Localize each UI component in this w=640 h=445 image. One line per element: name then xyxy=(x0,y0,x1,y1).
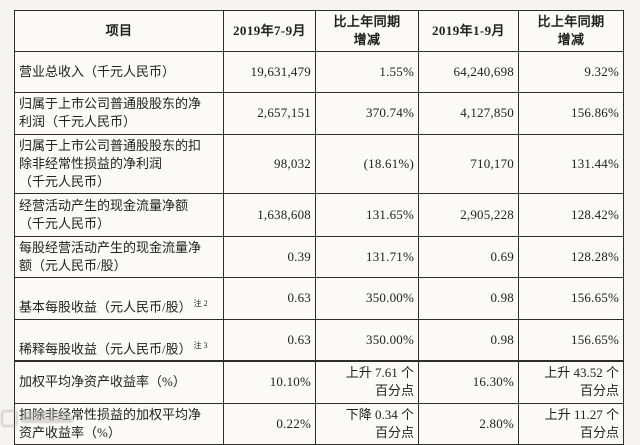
change-q3: 350.00% xyxy=(315,276,419,320)
row-label: 稀释每股收益（元人民币/股）注 3 xyxy=(14,318,224,362)
change-ytd: 156.86% xyxy=(518,91,624,135)
row-label: 归属于上市公司普通股股东的净 利润（千元人民币） xyxy=(14,91,224,135)
header-q3-change: 比上年同期 增减 xyxy=(315,10,419,52)
financial-summary-table: 项目 2019年7-9月 比上年同期 增减 2019年1-9月 比上年同期 增减… xyxy=(14,10,624,445)
change-q3: 370.74% xyxy=(315,91,419,135)
change-q3: 1.55% xyxy=(315,50,419,93)
value-ytd: 0.98 xyxy=(418,276,519,320)
row-label: 归属于上市公司普通股股东的扣 除非经常性损益的净利润 （千元人民币） xyxy=(14,133,224,194)
table-row: 经营活动产生的现金流量净额 （千元人民币） 1,638,608 131.65% … xyxy=(14,192,624,237)
value-q3: 0.39 xyxy=(223,235,316,278)
row-label-text: 稀释每股收益（元人民币/股） xyxy=(19,340,192,356)
table-row: 扣除非经常性损益的加权平均净 资产收益率（%） 0.22% 下降 0.34 个 … xyxy=(14,402,624,445)
value-q3: 0.22% xyxy=(223,402,316,445)
footnote-ref: 注 2 xyxy=(193,298,208,308)
table-row: 基本每股收益（元人民币/股）注 2 0.63 350.00% 0.98 156.… xyxy=(14,276,624,320)
value-q3: 0.63 xyxy=(223,318,316,362)
value-ytd: 2.80% xyxy=(418,402,519,445)
value-q3: 98,032 xyxy=(223,133,316,194)
change-q3: 上升 7.61 个 百分点 xyxy=(315,359,419,404)
value-ytd: 16.30% xyxy=(418,359,519,404)
change-ytd: 128.42% xyxy=(518,192,624,237)
value-ytd: 0.69 xyxy=(418,235,519,278)
footnote-ref: 注 3 xyxy=(193,340,208,350)
value-q3: 10.10% xyxy=(223,359,316,404)
change-ytd: 156.65% xyxy=(518,276,624,320)
value-ytd: 710,170 xyxy=(418,133,519,194)
row-label: 扣除非经常性损益的加权平均净 资产收益率（%） xyxy=(14,402,224,445)
table-row: 归属于上市公司普通股股东的净 利润（千元人民币） 2,657,151 370.7… xyxy=(14,91,624,135)
row-label: 经营活动产生的现金流量净额 （千元人民币） xyxy=(14,192,224,237)
value-ytd: 0.98 xyxy=(418,318,519,362)
change-q3: 下降 0.34 个 百分点 xyxy=(315,402,419,445)
table-row: 加权平均净资产收益率（%） 10.10% 上升 7.61 个 百分点 16.30… xyxy=(14,359,624,404)
value-ytd: 2,905,228 xyxy=(418,192,519,237)
table-row: 归属于上市公司普通股股东的扣 除非经常性损益的净利润 （千元人民币） 98,03… xyxy=(14,133,624,194)
value-q3: 0.63 xyxy=(223,276,316,320)
row-label-text: 基本每股收益（元人民币/股） xyxy=(19,299,192,315)
table-row: 每股经营活动产生的现金流量净 额（元人民币/股） 0.39 131.71% 0.… xyxy=(14,235,624,278)
row-label: 营业总收入（千元人民币） xyxy=(14,50,224,93)
row-label: 加权平均净资产收益率（%） xyxy=(14,359,224,404)
value-ytd: 64,240,698 xyxy=(418,50,519,93)
row-label: 基本每股收益（元人民币/股）注 2 xyxy=(14,276,224,320)
header-item: 项目 xyxy=(14,10,224,52)
value-ytd: 4,127,850 xyxy=(418,91,519,135)
table-row: 营业总收入（千元人民币） 19,631,479 1.55% 64,240,698… xyxy=(14,50,624,93)
header-ytd-period: 2019年1-9月 xyxy=(418,10,519,52)
change-ytd: 上升 43.52 个 百分点 xyxy=(518,359,624,404)
change-ytd: 128.28% xyxy=(518,235,624,278)
value-q3: 19,631,479 xyxy=(223,50,316,93)
change-ytd: 9.32% xyxy=(518,50,624,93)
value-q3: 2,657,151 xyxy=(223,91,316,135)
value-q3: 1,638,608 xyxy=(223,192,316,237)
header-q3-period: 2019年7-9月 xyxy=(223,10,316,52)
change-ytd: 156.65% xyxy=(518,318,624,362)
row-label: 每股经营活动产生的现金流量净 额（元人民币/股） xyxy=(14,235,224,278)
change-q3: 350.00% xyxy=(315,318,419,362)
change-q3: 131.71% xyxy=(315,235,419,278)
table-row: 稀释每股收益（元人民币/股）注 3 0.63 350.00% 0.98 156.… xyxy=(14,318,624,362)
change-q3: 131.65% xyxy=(315,192,419,237)
document-page: 项目 2019年7-9月 比上年同期 增减 2019年1-9月 比上年同期 增减… xyxy=(1,10,624,445)
change-ytd: 上升 11.27 个 百分点 xyxy=(518,402,624,445)
header-row: 项目 2019年7-9月 比上年同期 增减 2019年1-9月 比上年同期 增减 xyxy=(14,10,624,52)
change-q3: (18.61%) xyxy=(315,133,419,194)
change-ytd: 131.44% xyxy=(518,133,624,194)
header-ytd-change: 比上年同期 增减 xyxy=(518,10,624,52)
